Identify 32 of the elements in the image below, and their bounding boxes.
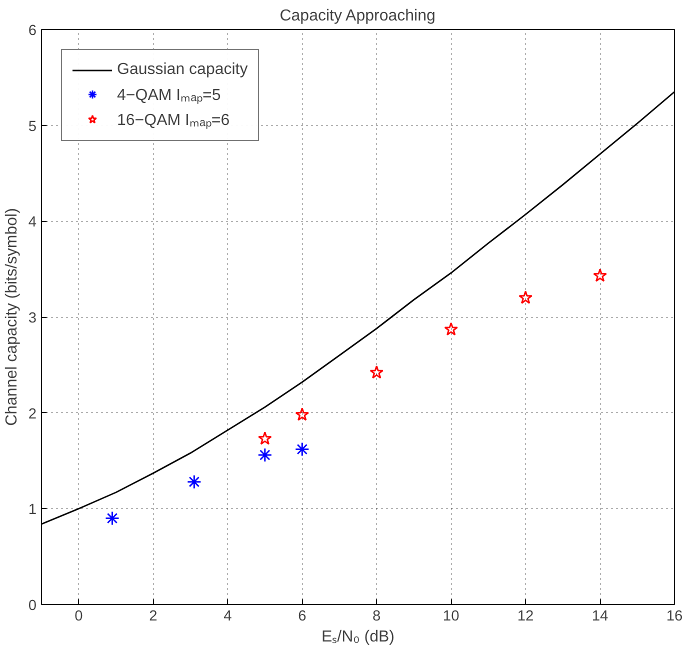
legend-label: 16−QAM Iₘₐₚ=6 [117, 111, 230, 130]
chart-title: Capacity Approaching [280, 8, 436, 24]
y-tick-label: 6 [28, 23, 37, 39]
x-tick-label: 6 [298, 608, 306, 624]
point [444, 322, 458, 336]
x-tick-label: 8 [372, 608, 381, 624]
point [593, 268, 607, 282]
legend-label: 4−QAM Iₘₐₚ=5 [117, 86, 221, 105]
x-tick-label: 10 [442, 608, 460, 624]
x-tick-label: 0 [74, 608, 83, 624]
y-tick-label: 3 [28, 310, 37, 326]
y-axis-title: Channel capacity (bits/symbol) [3, 208, 20, 426]
legend-label: Gaussian capacity [117, 61, 248, 79]
point [258, 431, 272, 445]
y-tick-label: 4 [28, 214, 37, 231]
x-tick-label: 12 [517, 608, 534, 624]
x-tick-label: 14 [592, 608, 608, 624]
point [518, 290, 532, 304]
point [104, 511, 120, 526]
y-tick-label: 1 [28, 502, 37, 518]
y-tick-label: 2 [28, 406, 37, 422]
point [294, 442, 310, 456]
y-tick-label: 0 [28, 598, 37, 614]
x-tick-label: 2 [149, 608, 158, 624]
point [258, 448, 272, 462]
point [295, 408, 310, 421]
x-axis-title: Eₛ/N₀ (dB) [322, 628, 394, 646]
x-tick-label: 16 [666, 608, 683, 624]
y-tick-label: 5 [28, 118, 37, 135]
point [186, 474, 202, 490]
point [370, 365, 384, 379]
x-tick-label: 4 [224, 608, 232, 624]
